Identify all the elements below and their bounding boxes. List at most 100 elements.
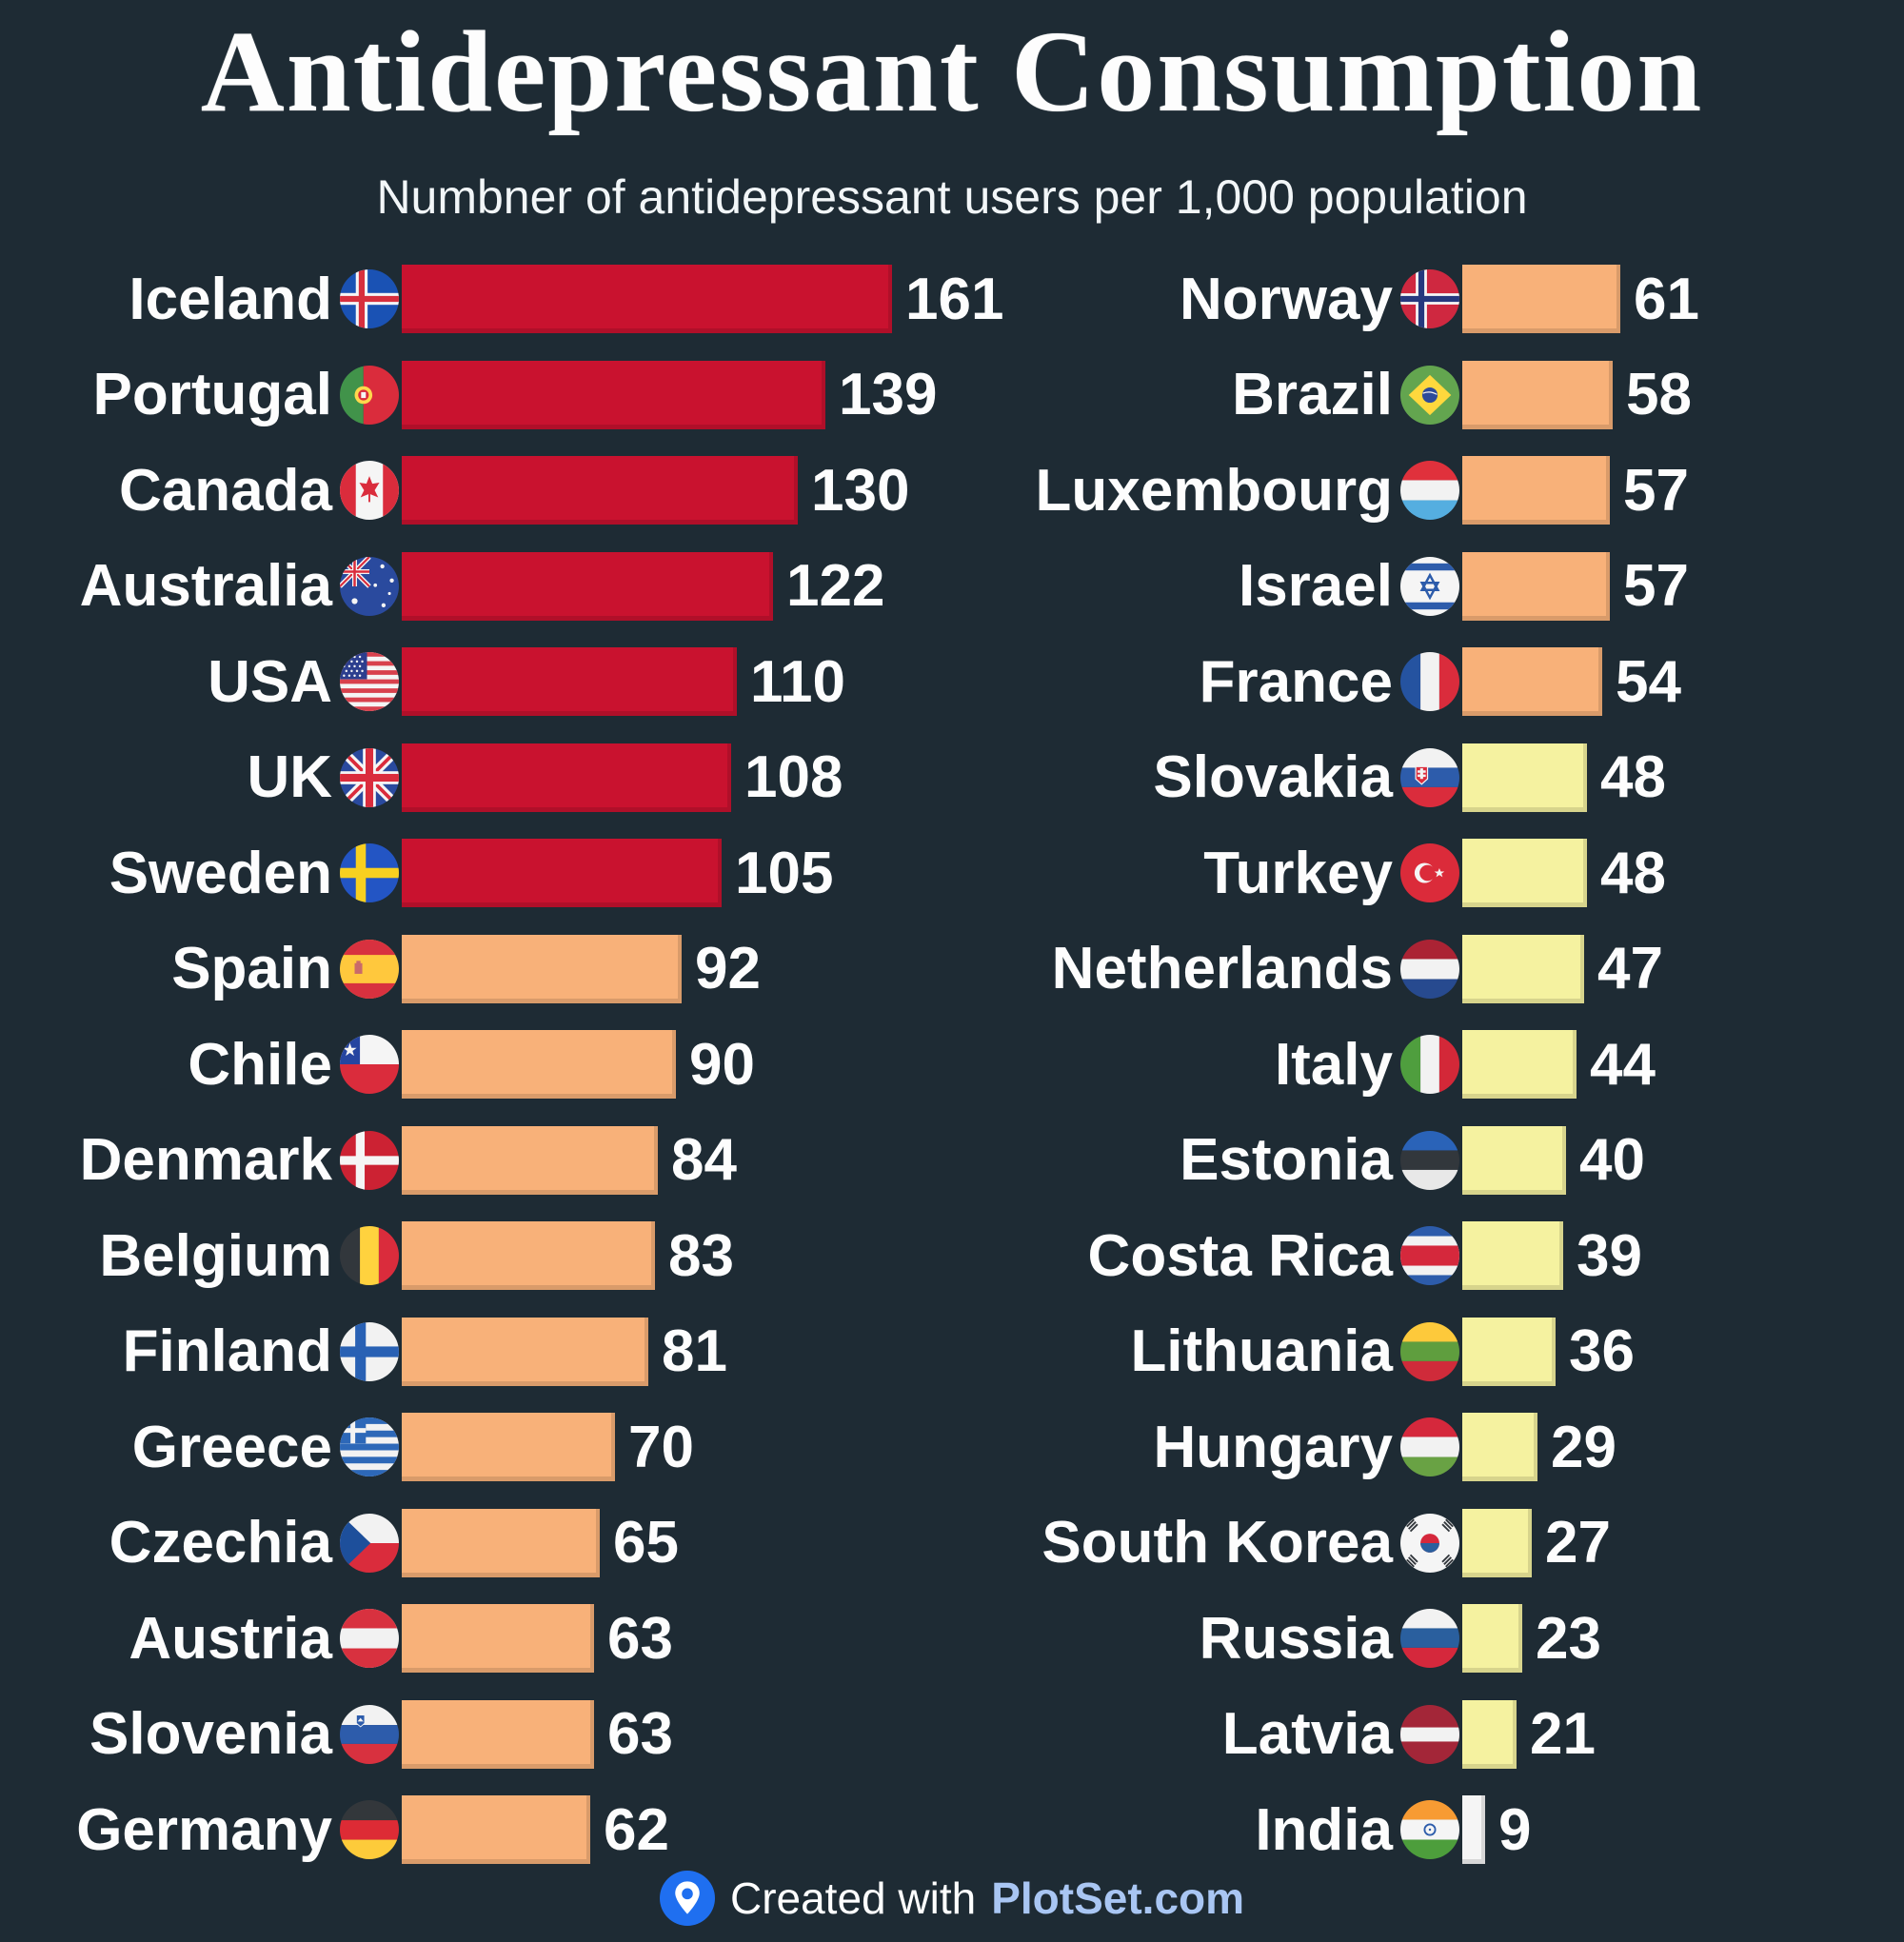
row-label-area: Portugal	[38, 361, 402, 428]
chart-row: Latvia 21	[971, 1687, 1902, 1783]
row-label-area: Estonia	[971, 1126, 1462, 1194]
country-label: France	[1199, 648, 1393, 715]
chart-row: USA 110	[38, 634, 971, 730]
value-bar	[402, 743, 731, 812]
value-label: 44	[1590, 1031, 1656, 1098]
chart-row: France 54	[971, 634, 1902, 730]
slovakia-flag-icon	[1400, 747, 1459, 807]
value-label: 39	[1577, 1222, 1642, 1289]
country-label: Costa Rica	[1087, 1222, 1393, 1289]
value-bar	[402, 1604, 594, 1674]
value-bar	[1462, 839, 1587, 908]
value-label: 57	[1623, 457, 1689, 524]
plotset-brand-link[interactable]: PlotSet.com	[991, 1873, 1245, 1923]
latvia-flag-icon	[1400, 1704, 1459, 1764]
value-bar	[1462, 1508, 1532, 1577]
chart-row: Portugal 139	[38, 347, 971, 444]
chart-row: Greece 70	[38, 1399, 971, 1496]
row-label-area: Germany	[38, 1796, 402, 1864]
italy-flag-icon	[1400, 1035, 1459, 1095]
row-label-area: Iceland	[38, 266, 402, 333]
row-label-area: Slovakia	[971, 743, 1462, 811]
chart-row: Luxembourg 57	[971, 443, 1902, 539]
row-label-area: Costa Rica	[971, 1222, 1462, 1290]
value-label: 21	[1530, 1701, 1596, 1768]
value-label: 63	[607, 1605, 673, 1672]
value-label: 90	[689, 1031, 755, 1098]
value-bar	[402, 1317, 648, 1386]
slovenia-flag-icon	[340, 1704, 399, 1764]
value-bar	[1462, 934, 1584, 1003]
chart-row: Norway 61	[971, 251, 1902, 347]
row-label-area: South Korea	[971, 1509, 1462, 1576]
row-label-area: Austria	[38, 1605, 402, 1673]
country-label: Hungary	[1153, 1414, 1393, 1480]
iceland-flag-icon	[340, 269, 399, 329]
chart-row: South Korea 27	[971, 1496, 1902, 1592]
row-label-area: Turkey	[971, 840, 1462, 907]
value-label: 40	[1579, 1127, 1645, 1194]
uk-flag-icon	[340, 747, 399, 807]
australia-flag-icon	[340, 556, 399, 616]
row-label-area: Sweden	[38, 840, 402, 907]
value-bar	[402, 1125, 658, 1195]
chart-row: Spain 92	[38, 921, 971, 1018]
value-label: 122	[786, 553, 885, 620]
value-label: 29	[1551, 1414, 1616, 1480]
canada-flag-icon	[340, 461, 399, 521]
country-label: Turkey	[1203, 840, 1393, 906]
value-label: 62	[604, 1796, 669, 1863]
value-bar	[402, 456, 798, 525]
value-bar	[402, 1795, 590, 1865]
chart-row: Costa Rica 39	[971, 1208, 1902, 1304]
sweden-flag-icon	[340, 843, 399, 903]
belgium-flag-icon	[340, 1226, 399, 1286]
value-label: 105	[735, 840, 834, 906]
country-label: Israel	[1238, 553, 1393, 620]
chart-column-right: Norway 61 Brazil 58 Luxembourg 57 Israel 57 Fran…	[971, 251, 1902, 1878]
chart-row: Lithuania 36	[971, 1304, 1902, 1400]
row-label-area: Finland	[38, 1318, 402, 1385]
chart-row: Estonia 40	[971, 1113, 1902, 1209]
value-bar	[1462, 743, 1587, 812]
country-label: Czechia	[109, 1510, 332, 1576]
value-label: 47	[1597, 936, 1663, 1002]
row-label-area: Lithuania	[971, 1318, 1462, 1385]
value-bar	[1462, 1030, 1577, 1100]
chart-row: Belgium 83	[38, 1208, 971, 1304]
page-title: Antidepressant Consumption	[200, 8, 1704, 136]
row-label-area: Luxembourg	[971, 457, 1462, 525]
row-label-area: Chile	[38, 1031, 402, 1099]
country-label: Belgium	[99, 1222, 332, 1289]
chile-flag-icon	[340, 1035, 399, 1095]
country-label: Canada	[119, 457, 332, 524]
row-label-area: USA	[38, 648, 402, 716]
row-label-area: Greece	[38, 1414, 402, 1481]
value-label: 27	[1545, 1510, 1611, 1576]
value-label: 65	[613, 1510, 679, 1576]
value-label: 58	[1626, 362, 1692, 428]
spain-flag-icon	[340, 939, 399, 999]
chart-row: Australia 122	[38, 539, 971, 635]
chart-row: Iceland 161	[38, 251, 1003, 347]
country-label: Australia	[79, 553, 332, 620]
brazil-flag-icon	[1400, 365, 1459, 425]
value-bar	[402, 1508, 600, 1577]
row-label-area: Canada	[38, 457, 402, 525]
chart-row: Sweden 105	[38, 825, 971, 921]
row-label-area: Norway	[971, 266, 1462, 333]
value-bar	[1462, 1413, 1537, 1482]
value-label: 54	[1616, 648, 1681, 715]
value-bar	[1462, 1699, 1517, 1769]
value-label: 130	[811, 457, 910, 524]
value-bar	[1462, 1604, 1522, 1674]
value-label: 81	[662, 1318, 727, 1385]
value-label: 83	[668, 1222, 734, 1289]
chart-row: Denmark 84	[38, 1113, 971, 1209]
lithuania-flag-icon	[1400, 1321, 1459, 1381]
country-label: Iceland	[129, 266, 332, 332]
country-label: Finland	[122, 1318, 332, 1385]
value-bar	[1462, 1795, 1485, 1865]
row-label-area: Slovenia	[38, 1700, 402, 1768]
country-label: UK	[247, 744, 332, 811]
